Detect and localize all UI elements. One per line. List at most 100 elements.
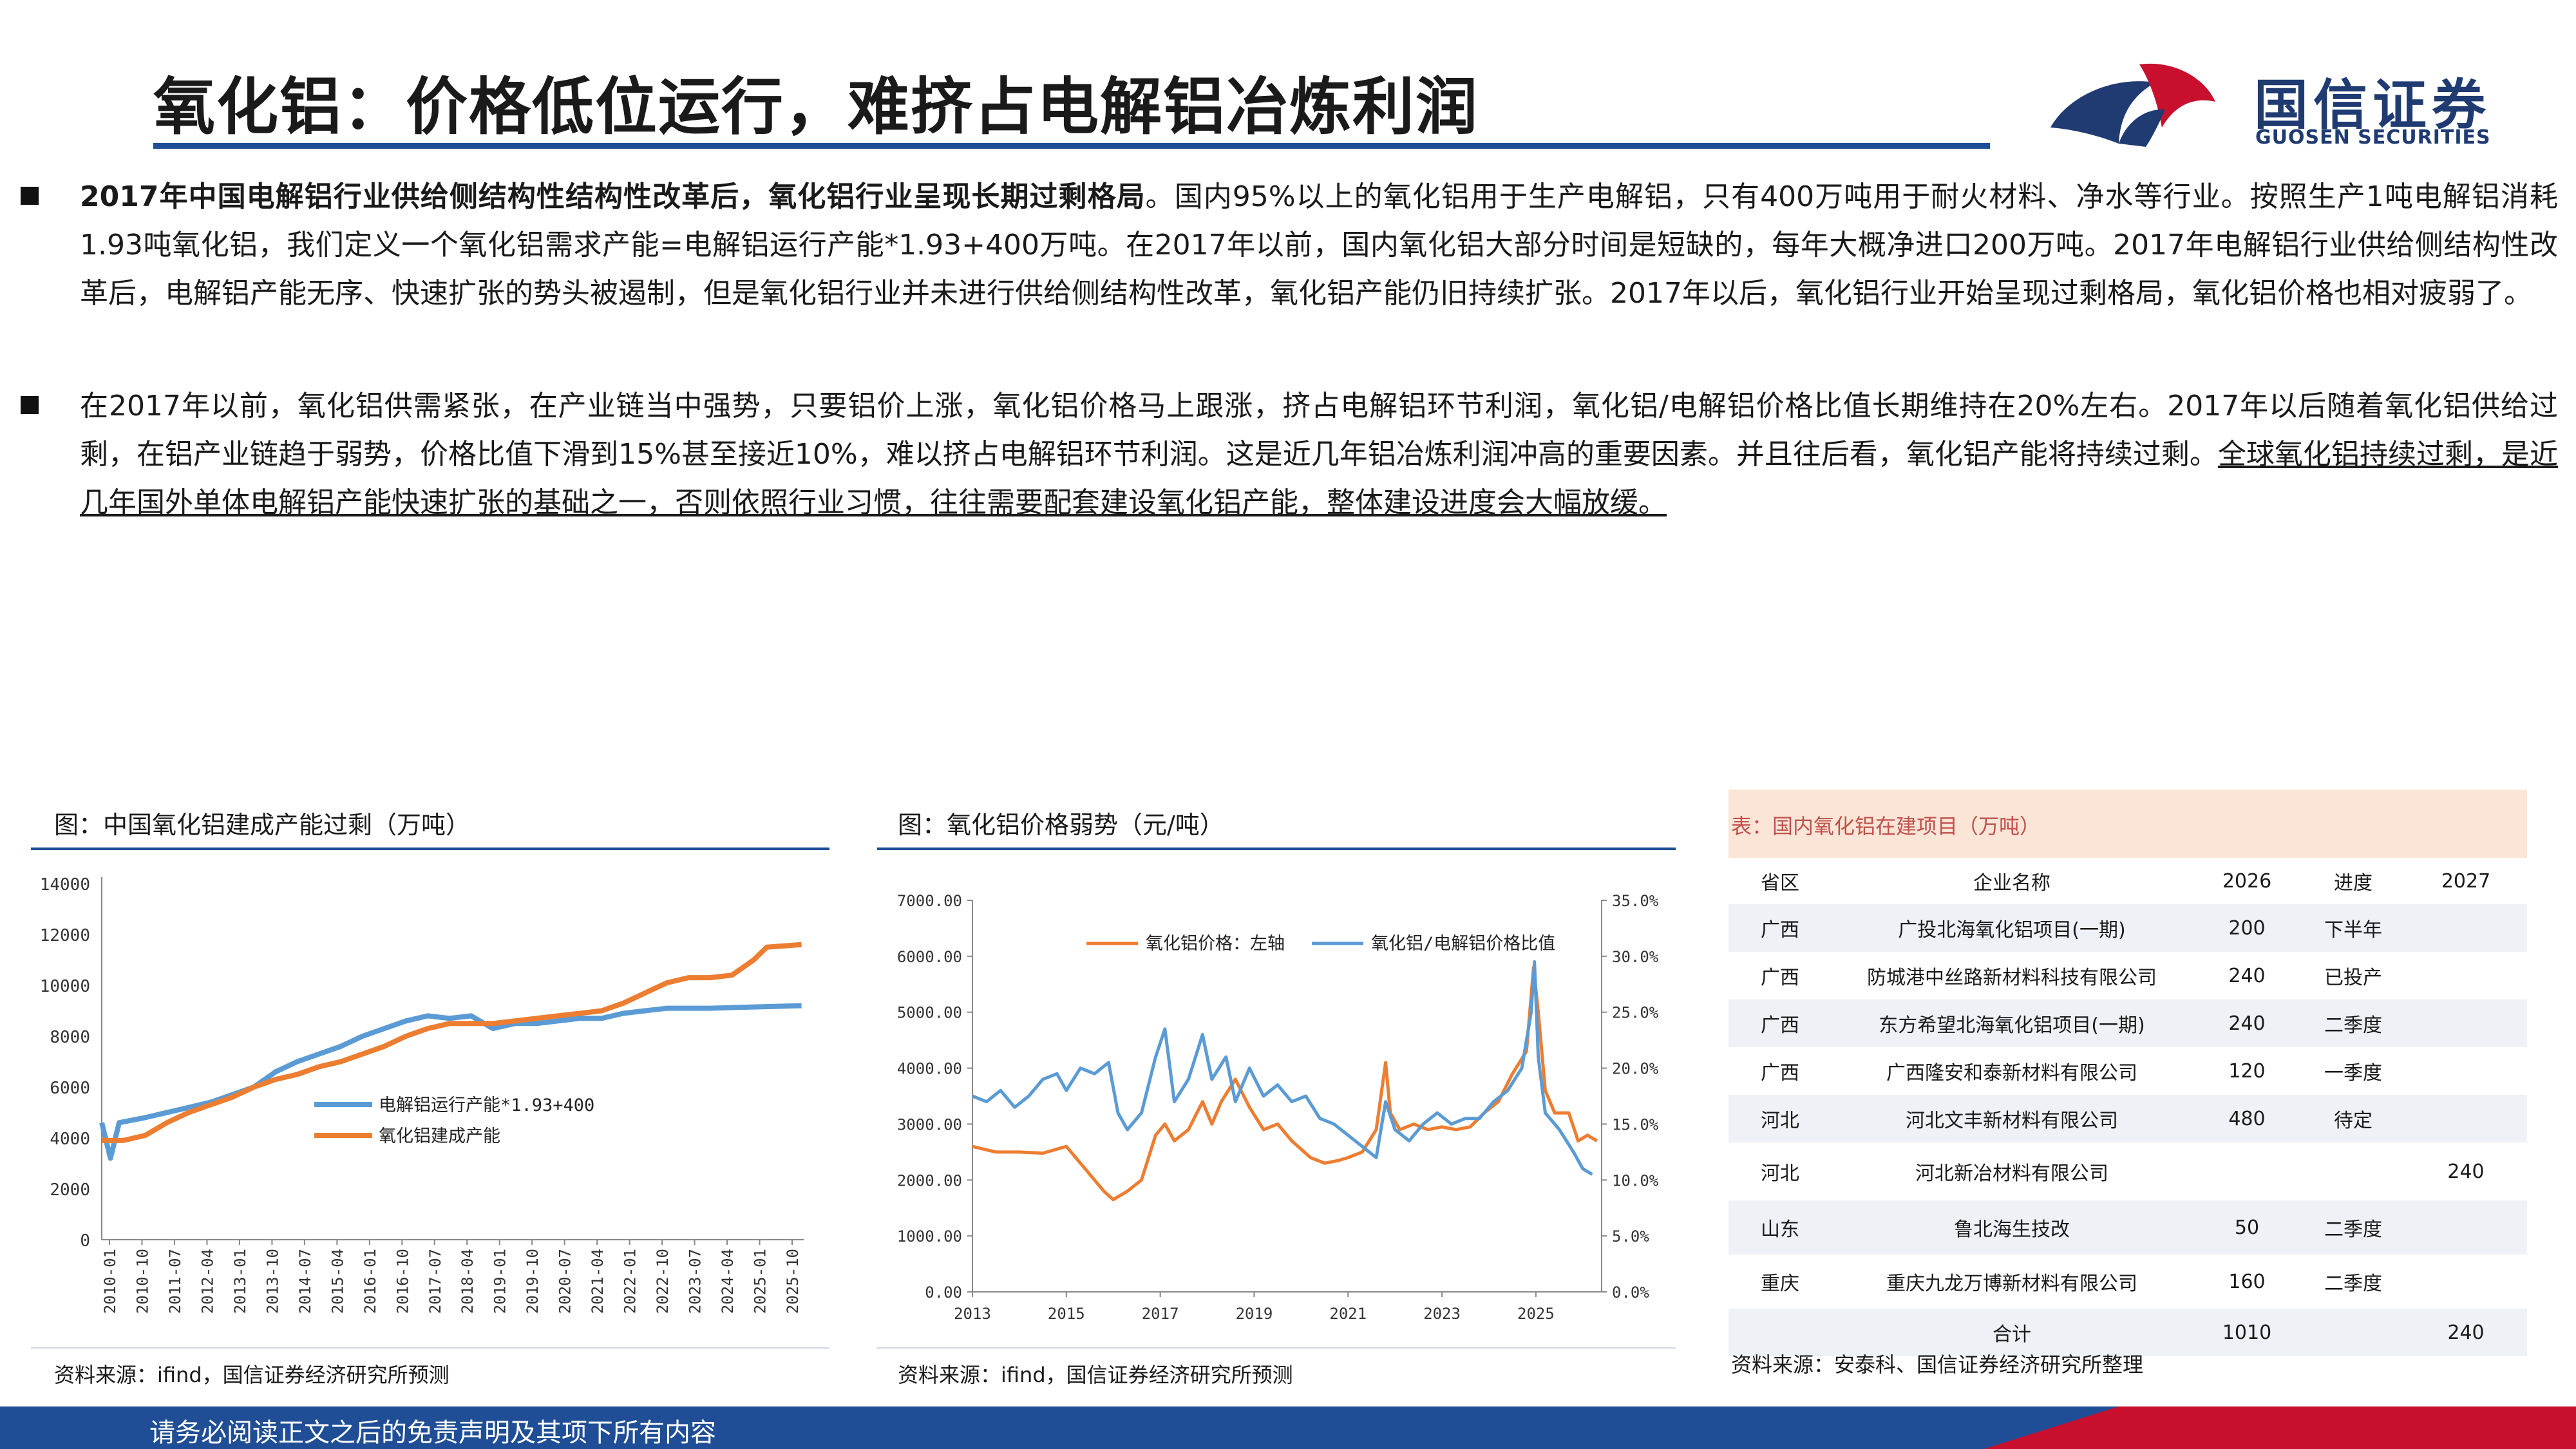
right-tick-label: 30.0%: [1612, 948, 1659, 966]
chart1-rule: [31, 848, 829, 850]
x-tick-label: 2024-04: [719, 1249, 737, 1314]
table-caption: 表：国内氧化铝在建项目（万吨）: [1731, 814, 2041, 838]
page-title: 氧化铝：价格低位运行，难挤占电解铝冶炼利润: [153, 71, 1479, 143]
table-header-row: 省区 企业名称 2026 进度 2027: [1728, 858, 2527, 904]
left-tick-label: 7000.00: [897, 892, 962, 910]
table-cell: 一季度: [2324, 1062, 2382, 1084]
table-cell: 1010: [2192, 1309, 2302, 1356]
table-cell: 合计: [1832, 1309, 2192, 1356]
table-cell: [2405, 904, 2527, 952]
table-row: 重庆 重庆九龙万博新材料有限公司 160 二季度: [1728, 1255, 2527, 1309]
table-cell: [2405, 952, 2527, 999]
x-tick-label: 2025: [1517, 1305, 1555, 1323]
right-tick-label: 10.0%: [1612, 1171, 1659, 1189]
legend-label-2: 氧化铝建成产能: [379, 1126, 500, 1146]
x-tick-label: 2012-04: [198, 1249, 216, 1314]
table-cell: 240: [2192, 999, 2302, 1047]
projects-table: 省区 企业名称 2026 进度 2027 广西 广投北海氧化铝项目(一期) 200 下…: [1728, 858, 2527, 1356]
table-cell: 二季度: [2302, 999, 2405, 1047]
chart2-bottom-rule: [877, 1347, 1676, 1349]
left-tick-label: 0.00: [925, 1283, 962, 1302]
table-cell: 河北文丰新材料有限公司: [1832, 1095, 2192, 1142]
table-cell: 480: [2192, 1095, 2302, 1142]
col-2026: 2026: [2222, 869, 2272, 893]
table-cell: 50: [2192, 1200, 2302, 1255]
table-cell: 240: [2405, 1309, 2527, 1356]
right-tick-label: 20.0%: [1612, 1060, 1659, 1078]
table-row: 广西 东方希望北海氧化铝项目(一期) 240 二季度: [1728, 999, 2527, 1047]
title-underline: [153, 143, 1990, 149]
x-tick-label: 2011-07: [166, 1249, 184, 1314]
table-cell: 160: [2228, 1270, 2266, 1293]
table-cell: 重庆九龙万博新材料有限公司: [1886, 1273, 2137, 1295]
table-cell: 下半年: [2302, 904, 2405, 952]
footer-disclaimer: 请务必阅读正文之后的免责声明及其项下所有内容: [149, 1418, 716, 1448]
x-tick-label: 2013: [954, 1305, 991, 1323]
bullet-square-icon: [21, 187, 39, 205]
bullet-2-underlined: 全球氧化铝持续过剩，是近几年国外单体电解铝产能快速扩张的基础之一，否则依照行业习…: [80, 438, 2559, 519]
right-tick-label: 5.0%: [1612, 1227, 1649, 1245]
bullet-paragraph-2: 在2017年以前，氧化铝供需紧张，在产业链当中强势，只要铝价上涨，氧化铝价格马上…: [21, 382, 2558, 527]
col-progress: 进度: [2334, 872, 2372, 895]
x-tick-label: 2021: [1329, 1305, 1367, 1323]
series-line-1: [972, 965, 1598, 1202]
x-tick-label: 2022-01: [621, 1249, 639, 1314]
table-cell: 200: [2192, 904, 2302, 952]
logo-text: 国信证券: [2254, 73, 2492, 137]
right-tick-label: 35.0%: [1612, 892, 1659, 910]
legend-label-1: 氧化铝价格：左轴: [1146, 934, 1285, 954]
bullet-2-body: 在2017年以前，氧化铝供需紧张，在产业链当中强势，只要铝价上涨，氧化铝价格马上…: [80, 390, 2558, 471]
x-tick-label: 2019-10: [524, 1249, 542, 1314]
guosen-logo-icon: [2050, 63, 2215, 147]
footer-accent: [1906, 1406, 2576, 1449]
x-tick-label: 2015: [1048, 1305, 1085, 1323]
series-line-2: [972, 960, 1593, 1176]
table-cell: [2405, 1255, 2527, 1309]
chart2-rule: [877, 848, 1676, 850]
table-cell: 广投北海氧化铝项目(一期): [1832, 904, 2192, 952]
left-tick-label: 6000.00: [897, 948, 962, 966]
table-source: 资料来源：安泰科、国信证券经济研究所整理: [1731, 1352, 2144, 1377]
chart1-bottom-rule: [31, 1347, 829, 1349]
x-tick-label: 2025-01: [752, 1249, 770, 1314]
table-cell: [1728, 1309, 1832, 1356]
right-tick-label: 15.0%: [1612, 1115, 1659, 1133]
table-cell: 二季度: [2302, 1200, 2405, 1255]
right-tick-label: 0.0%: [1612, 1283, 1649, 1302]
series-line-2: [102, 942, 802, 1143]
col-2027: 2027: [2441, 869, 2491, 893]
table-row: 广西 广西隆安和泰新材料有限公司 120 一季度: [1728, 1047, 2527, 1095]
y-tick-label: 10000: [40, 977, 90, 996]
y-tick-label: 14000: [40, 875, 90, 895]
x-tick-label: 2016-01: [361, 1249, 379, 1314]
table-row: 山东 鲁北海生技改 50 二季度: [1728, 1200, 2527, 1255]
x-tick-label: 2020-07: [556, 1249, 574, 1314]
y-tick-label: 6000: [50, 1079, 90, 1098]
x-tick-label: 2023-07: [687, 1249, 705, 1314]
table-cell: 山东: [1728, 1200, 1832, 1255]
bullet-1-lead: 2017年中国电解铝行业供给侧结构性结构性改革后，氧化铝行业呈现长期过剩格局: [80, 180, 1146, 213]
x-tick-label: 2014-07: [296, 1249, 314, 1314]
x-tick-label: 2017-07: [426, 1249, 444, 1314]
x-tick-label: 2019: [1236, 1305, 1273, 1323]
table-cell: 广西隆安和泰新材料有限公司: [1886, 1062, 2137, 1084]
table-row: 广西 广投北海氧化铝项目(一期) 200 下半年: [1728, 904, 2527, 952]
table-cell: 已投产: [2324, 967, 2382, 989]
table-cell: 河北: [1761, 1162, 1799, 1185]
x-tick-label: 2016-10: [393, 1249, 412, 1314]
table-cell: 240: [2447, 1160, 2485, 1183]
table-cell: 广西: [1728, 999, 1832, 1047]
table-cell: [2192, 1142, 2302, 1200]
table-cell: 东方希望北海氧化铝项目(一期): [1832, 999, 2192, 1047]
legend-label-2: 氧化铝/电解铝价格比值: [1371, 934, 1555, 954]
chart1-source: 资料来源：ifind，国信证券经济研究所预测: [54, 1363, 450, 1387]
x-tick-label: 2019-01: [491, 1249, 509, 1314]
table-cell: 广西: [1728, 904, 1832, 952]
table-cell: 广西: [1761, 967, 1799, 989]
y-tick-label: 12000: [40, 926, 90, 945]
y-tick-label: 4000: [50, 1130, 90, 1149]
table-cell: 240: [2228, 964, 2266, 987]
table-cell: 120: [2228, 1059, 2266, 1083]
x-tick-label: 2025-10: [784, 1249, 802, 1314]
x-tick-label: 2023: [1423, 1305, 1461, 1323]
